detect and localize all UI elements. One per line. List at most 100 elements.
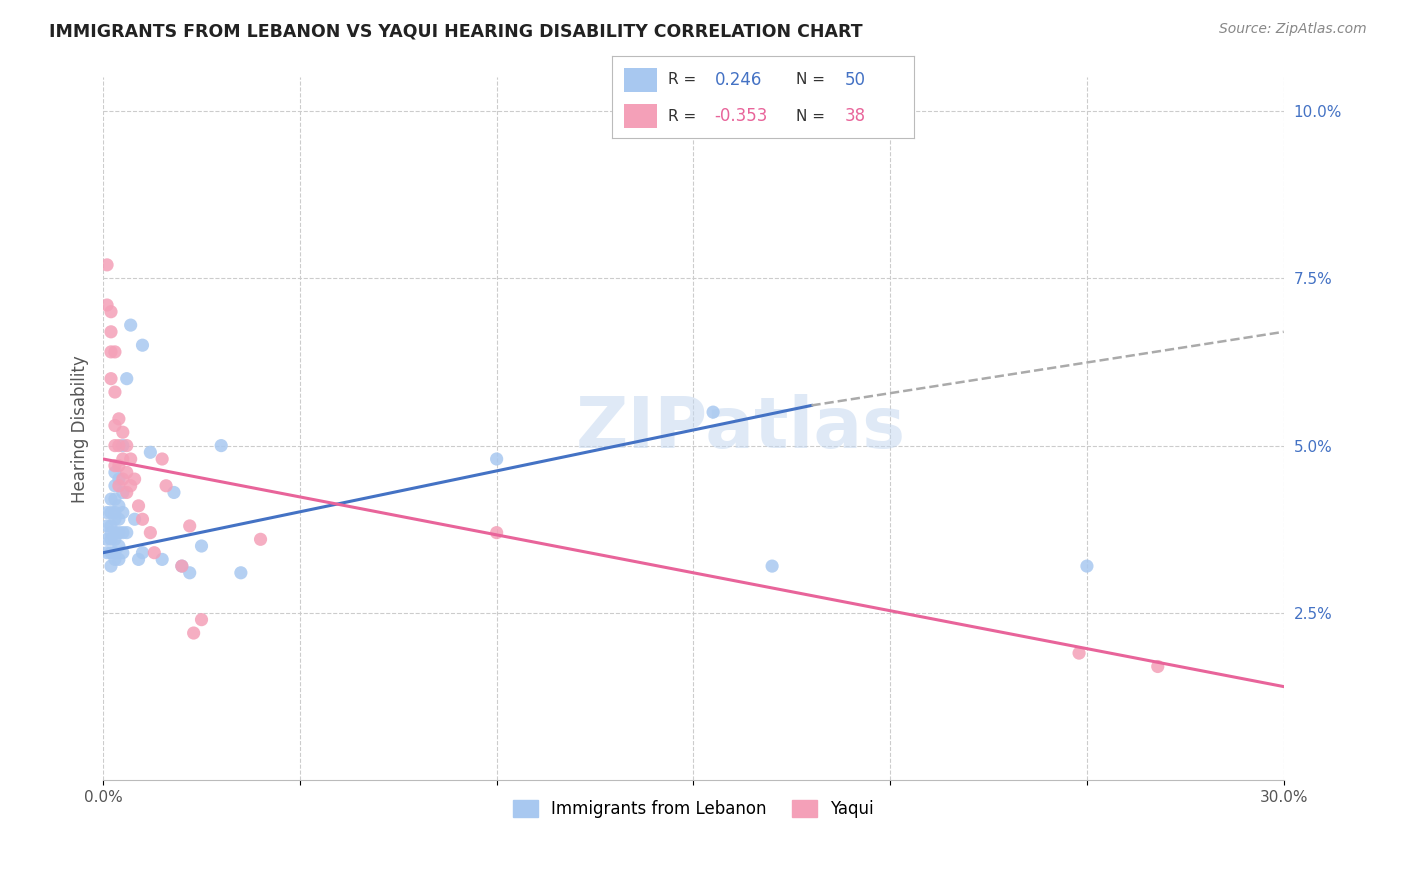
Point (111, 425, 134, 440)
Point (104, 492, 127, 507)
Point (179, 566, 201, 580)
Point (104, 344, 127, 359)
Point (229, 566, 252, 580)
Point (209, 439, 232, 453)
Point (108, 479, 131, 493)
Text: 50: 50 (845, 71, 865, 89)
Point (128, 499, 150, 513)
Point (702, 405, 724, 419)
Point (111, 546, 134, 560)
Point (104, 466, 127, 480)
Text: N =: N = (796, 109, 825, 124)
Point (249, 533, 271, 547)
Text: R =: R = (668, 109, 696, 124)
Point (104, 546, 127, 560)
Point (139, 445, 162, 459)
Point (111, 506, 134, 520)
Y-axis label: Hearing Disability: Hearing Disability (72, 355, 89, 503)
Point (115, 525, 138, 540)
Point (100, 304, 122, 318)
Point (100, 533, 122, 547)
Point (96, 298, 118, 312)
Point (143, 546, 166, 560)
Point (104, 533, 127, 547)
Point (111, 439, 134, 453)
Point (96, 519, 118, 533)
Point (124, 472, 146, 486)
Text: IMMIGRANTS FROM LEBANON VS YAQUI HEARING DISABILITY CORRELATION CHART: IMMIGRANTS FROM LEBANON VS YAQUI HEARING… (49, 22, 863, 40)
Point (120, 479, 142, 493)
Point (104, 512, 127, 526)
Point (104, 458, 127, 473)
Point (190, 613, 212, 627)
Point (108, 472, 131, 486)
Text: 0.246: 0.246 (714, 71, 762, 89)
Point (100, 525, 122, 540)
Point (108, 552, 131, 566)
Point (108, 499, 131, 513)
Bar (624, 68, 657, 92)
Point (100, 372, 122, 386)
Point (100, 325, 122, 339)
Point (131, 546, 153, 560)
Point (150, 552, 173, 566)
Point (485, 525, 508, 540)
Point (108, 412, 131, 426)
Point (150, 452, 173, 467)
Point (96, 506, 118, 520)
Point (120, 318, 142, 332)
Bar (624, 103, 657, 128)
Point (111, 525, 134, 540)
Point (1076, 559, 1098, 574)
Point (100, 492, 122, 507)
Point (104, 525, 127, 540)
Point (104, 439, 127, 453)
Point (485, 452, 508, 467)
Point (155, 479, 177, 493)
Point (170, 559, 193, 574)
Point (115, 485, 138, 500)
Point (111, 485, 134, 500)
Point (100, 506, 122, 520)
Point (108, 458, 131, 473)
Legend: Immigrants from Lebanon, Yaqui: Immigrants from Lebanon, Yaqui (506, 793, 880, 825)
Point (104, 385, 127, 400)
Point (108, 512, 131, 526)
Point (111, 452, 134, 467)
Point (120, 452, 142, 467)
Point (104, 552, 127, 566)
Point (163, 485, 186, 500)
Point (115, 372, 138, 386)
Text: -0.353: -0.353 (714, 107, 768, 125)
Point (100, 546, 122, 560)
Point (170, 559, 193, 574)
Point (100, 559, 122, 574)
Point (104, 479, 127, 493)
Point (111, 472, 134, 486)
Text: ZIPatlas: ZIPatlas (575, 394, 905, 463)
Point (1146, 659, 1168, 673)
Point (108, 439, 131, 453)
Text: 38: 38 (845, 107, 866, 125)
Point (190, 539, 212, 553)
Point (104, 506, 127, 520)
Point (100, 344, 122, 359)
Point (115, 439, 138, 453)
Point (139, 525, 162, 540)
Point (1067, 646, 1090, 660)
Text: N =: N = (796, 72, 825, 87)
Point (104, 418, 127, 433)
Point (179, 519, 201, 533)
Text: R =: R = (668, 72, 696, 87)
Point (108, 539, 131, 553)
Text: Source: ZipAtlas.com: Source: ZipAtlas.com (1219, 22, 1367, 37)
Point (761, 559, 783, 574)
Point (124, 512, 146, 526)
Point (131, 512, 153, 526)
Point (115, 466, 138, 480)
Point (131, 338, 153, 352)
Point (96, 546, 118, 560)
Point (183, 626, 205, 640)
Point (128, 552, 150, 566)
Point (108, 525, 131, 540)
